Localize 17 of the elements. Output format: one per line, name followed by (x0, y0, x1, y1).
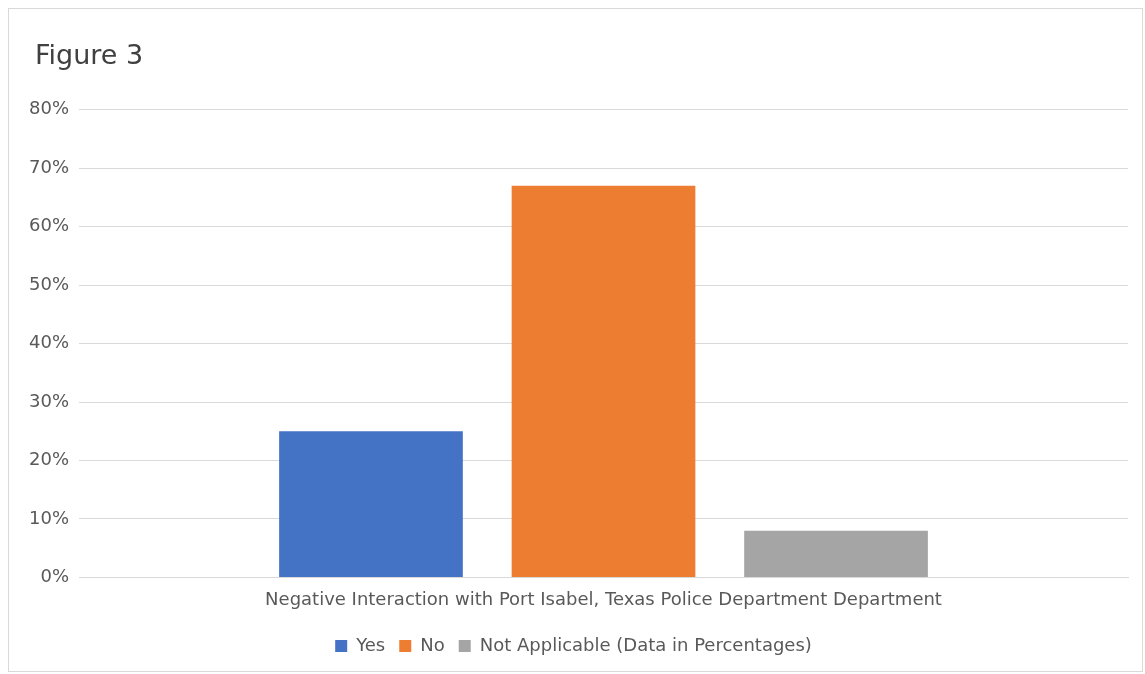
y-tick-label: 70% (28, 155, 70, 177)
y-tick-label: 10% (28, 506, 70, 528)
bar (511, 185, 696, 577)
legend-label: Yes (355, 633, 386, 655)
y-tick-label: 30% (28, 389, 70, 411)
y-tick-label: 80% (28, 97, 70, 119)
y-tick-label: 60% (28, 214, 70, 236)
y-tick-label: 0% (40, 565, 70, 587)
y-tick-label: 50% (28, 272, 70, 294)
bar (744, 530, 928, 577)
chart-title: Figure 3 (35, 39, 144, 70)
bar (279, 431, 463, 577)
x-tick-label: Negative Interaction with Port Isabel, Texas Police Department Department (265, 587, 942, 609)
legend-label: No (420, 633, 445, 655)
y-tick-label: 40% (28, 331, 70, 353)
legend-label: Not Applicable (Data in Percentages) (479, 633, 812, 655)
y-tick-label: 20% (28, 448, 70, 470)
